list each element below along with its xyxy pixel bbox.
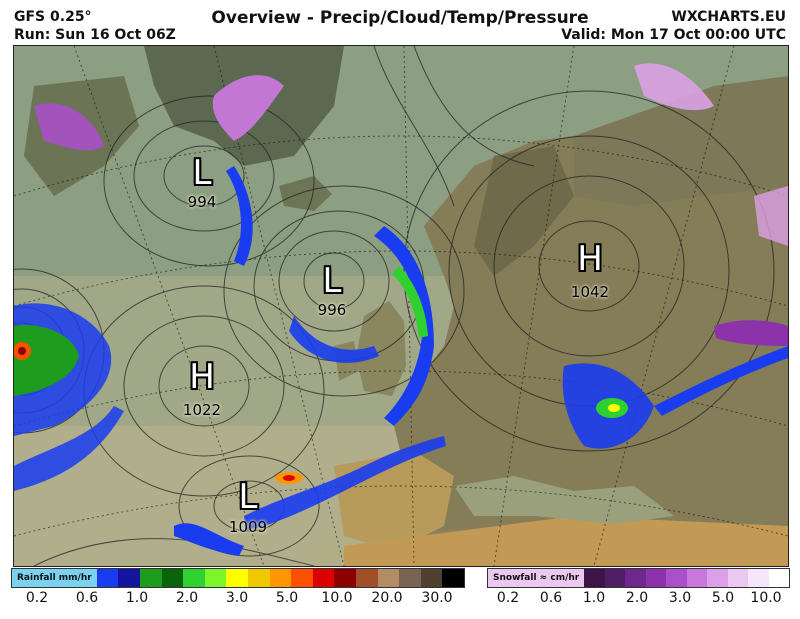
rainfall-color-swatch <box>334 569 356 587</box>
snowfall-tick-label: 0.2 <box>496 590 520 606</box>
rainfall-color-swatch <box>118 569 140 587</box>
rainfall-color-swatch <box>96 569 119 587</box>
snow-bands <box>34 63 788 346</box>
rainfall-legend-title: Rainfall mm/hr <box>12 569 97 587</box>
rainfall-color-swatch <box>269 569 292 587</box>
rainfall-color-swatch <box>420 569 443 587</box>
graticule <box>14 46 788 566</box>
africa-land <box>344 516 788 566</box>
snowfall-color-swatch <box>686 569 708 587</box>
scandinavia-land <box>474 146 574 276</box>
snowfall-color-swatch <box>604 569 626 587</box>
rainfall-tick-label: 10.0 <box>321 590 353 606</box>
rainfall-color-swatch <box>139 569 162 587</box>
run-label: Run: Sun 16 Oct 06Z <box>14 27 176 43</box>
rainfall-color-swatch <box>226 569 248 587</box>
snowfall-tick-label: 10.0 <box>750 590 782 606</box>
rainfall-color-swatch <box>399 569 421 587</box>
rainfall-color-swatch <box>161 569 184 587</box>
snowfall-color-swatch <box>707 569 728 587</box>
snowfall-tick-label: 1.0 <box>582 590 606 606</box>
rainfall-color-swatch <box>291 569 313 587</box>
rainfall-tick-label: 0.6 <box>75 590 99 606</box>
pressure-value: 996 <box>317 301 347 319</box>
valid-label: Valid: Mon 17 Oct 00:00 UTC <box>561 27 786 43</box>
uk-land <box>356 301 406 396</box>
rainfall-legend: Rainfall mm/hr <box>11 568 465 588</box>
weather-map[interactable]: L 994 L 996 H 1022 H 1042 L 1009 <box>13 45 789 567</box>
mediterranean-sea <box>454 476 674 524</box>
model-label: GFS 0.25° <box>14 9 92 25</box>
site-label: WXCHARTS.EU <box>671 9 786 25</box>
snowfall-legend-title: Snowfall ≈ cm/hr <box>488 569 585 587</box>
snowfall-tick-label: 2.0 <box>625 590 649 606</box>
rainfall-tick-label: 2.0 <box>175 590 199 606</box>
snowfall-tick-label: 0.6 <box>539 590 563 606</box>
snowfall-tick-label: 3.0 <box>668 590 692 606</box>
rainfall-color-swatch <box>183 569 205 587</box>
snowfall-color-swatch <box>748 569 769 587</box>
iceland-land <box>279 176 332 211</box>
pressure-value: 1042 <box>570 283 610 301</box>
rainfall-color-swatch <box>377 569 400 587</box>
rainfall-tick-label: 3.0 <box>225 590 249 606</box>
snowfall-color-swatch <box>584 569 605 587</box>
rainfall-tick-label: 0.2 <box>25 590 49 606</box>
pressure-value: 1009 <box>228 518 268 536</box>
low-pressure-symbol: L <box>238 477 258 517</box>
rainfall-tick-label: 1.0 <box>125 590 149 606</box>
rainfall-tick-label: 5.0 <box>275 590 299 606</box>
high-pressure-symbol: H <box>189 357 215 397</box>
low-pressure-symbol: L <box>322 261 342 301</box>
rainfall-color-swatch <box>204 569 227 587</box>
map-canvas <box>14 46 788 566</box>
snowfall-color-swatch <box>727 569 749 587</box>
snowfall-color-swatch <box>666 569 687 587</box>
rainfall-color-swatch <box>356 569 378 587</box>
snowfall-tick-label: 5.0 <box>711 590 735 606</box>
rainfall-color-swatch <box>312 569 335 587</box>
snowfall-color-swatch <box>645 569 667 587</box>
rainfall-color-swatch <box>247 569 270 587</box>
snowfall-color-scale <box>584 569 789 587</box>
snowfall-legend: Snowfall ≈ cm/hr <box>487 568 790 588</box>
rainfall-color-swatch <box>442 569 464 587</box>
rainfall-tick-label: 20.0 <box>371 590 403 606</box>
rainfall-color-scale <box>96 569 464 587</box>
high-pressure-symbol: H <box>577 239 603 279</box>
snowfall-color-swatch <box>768 569 789 587</box>
rain-bands <box>14 166 788 556</box>
pressure-value: 994 <box>187 193 217 211</box>
snowfall-color-swatch <box>625 569 646 587</box>
chart-title: Overview - Precip/Cloud/Temp/Pressure <box>211 8 589 28</box>
rainfall-tick-label: 30.0 <box>421 590 453 606</box>
low-pressure-symbol: L <box>192 153 212 193</box>
pressure-value: 1022 <box>182 401 222 419</box>
